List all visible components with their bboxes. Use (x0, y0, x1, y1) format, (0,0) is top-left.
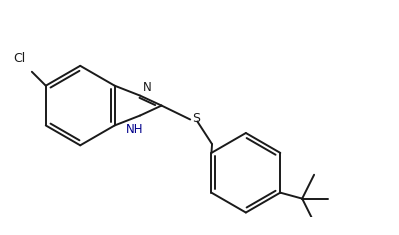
Text: N: N (143, 81, 152, 94)
Text: NH: NH (125, 123, 143, 136)
Text: Cl: Cl (14, 52, 26, 65)
Text: S: S (192, 112, 200, 125)
